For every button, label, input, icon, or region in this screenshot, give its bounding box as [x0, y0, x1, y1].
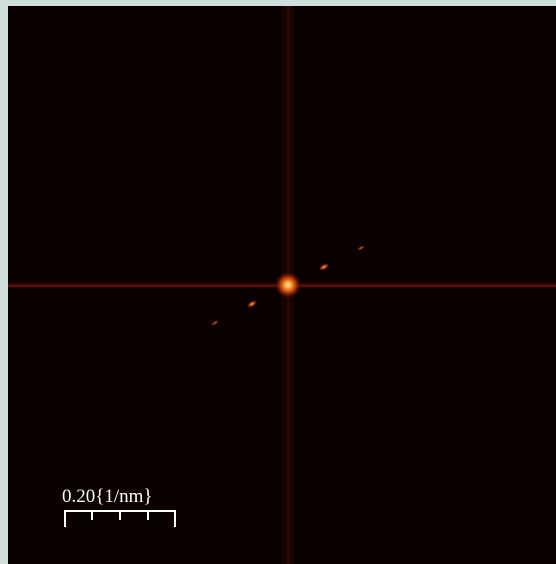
scale-bar-label: 0.20{1/nm} [62, 486, 153, 507]
diffraction-spot [356, 244, 366, 252]
diffraction-spot [318, 263, 330, 271]
diffraction-spot [210, 319, 220, 327]
central-peak [274, 271, 302, 299]
scale-bar [64, 510, 176, 527]
diffraction-spot [246, 300, 258, 308]
